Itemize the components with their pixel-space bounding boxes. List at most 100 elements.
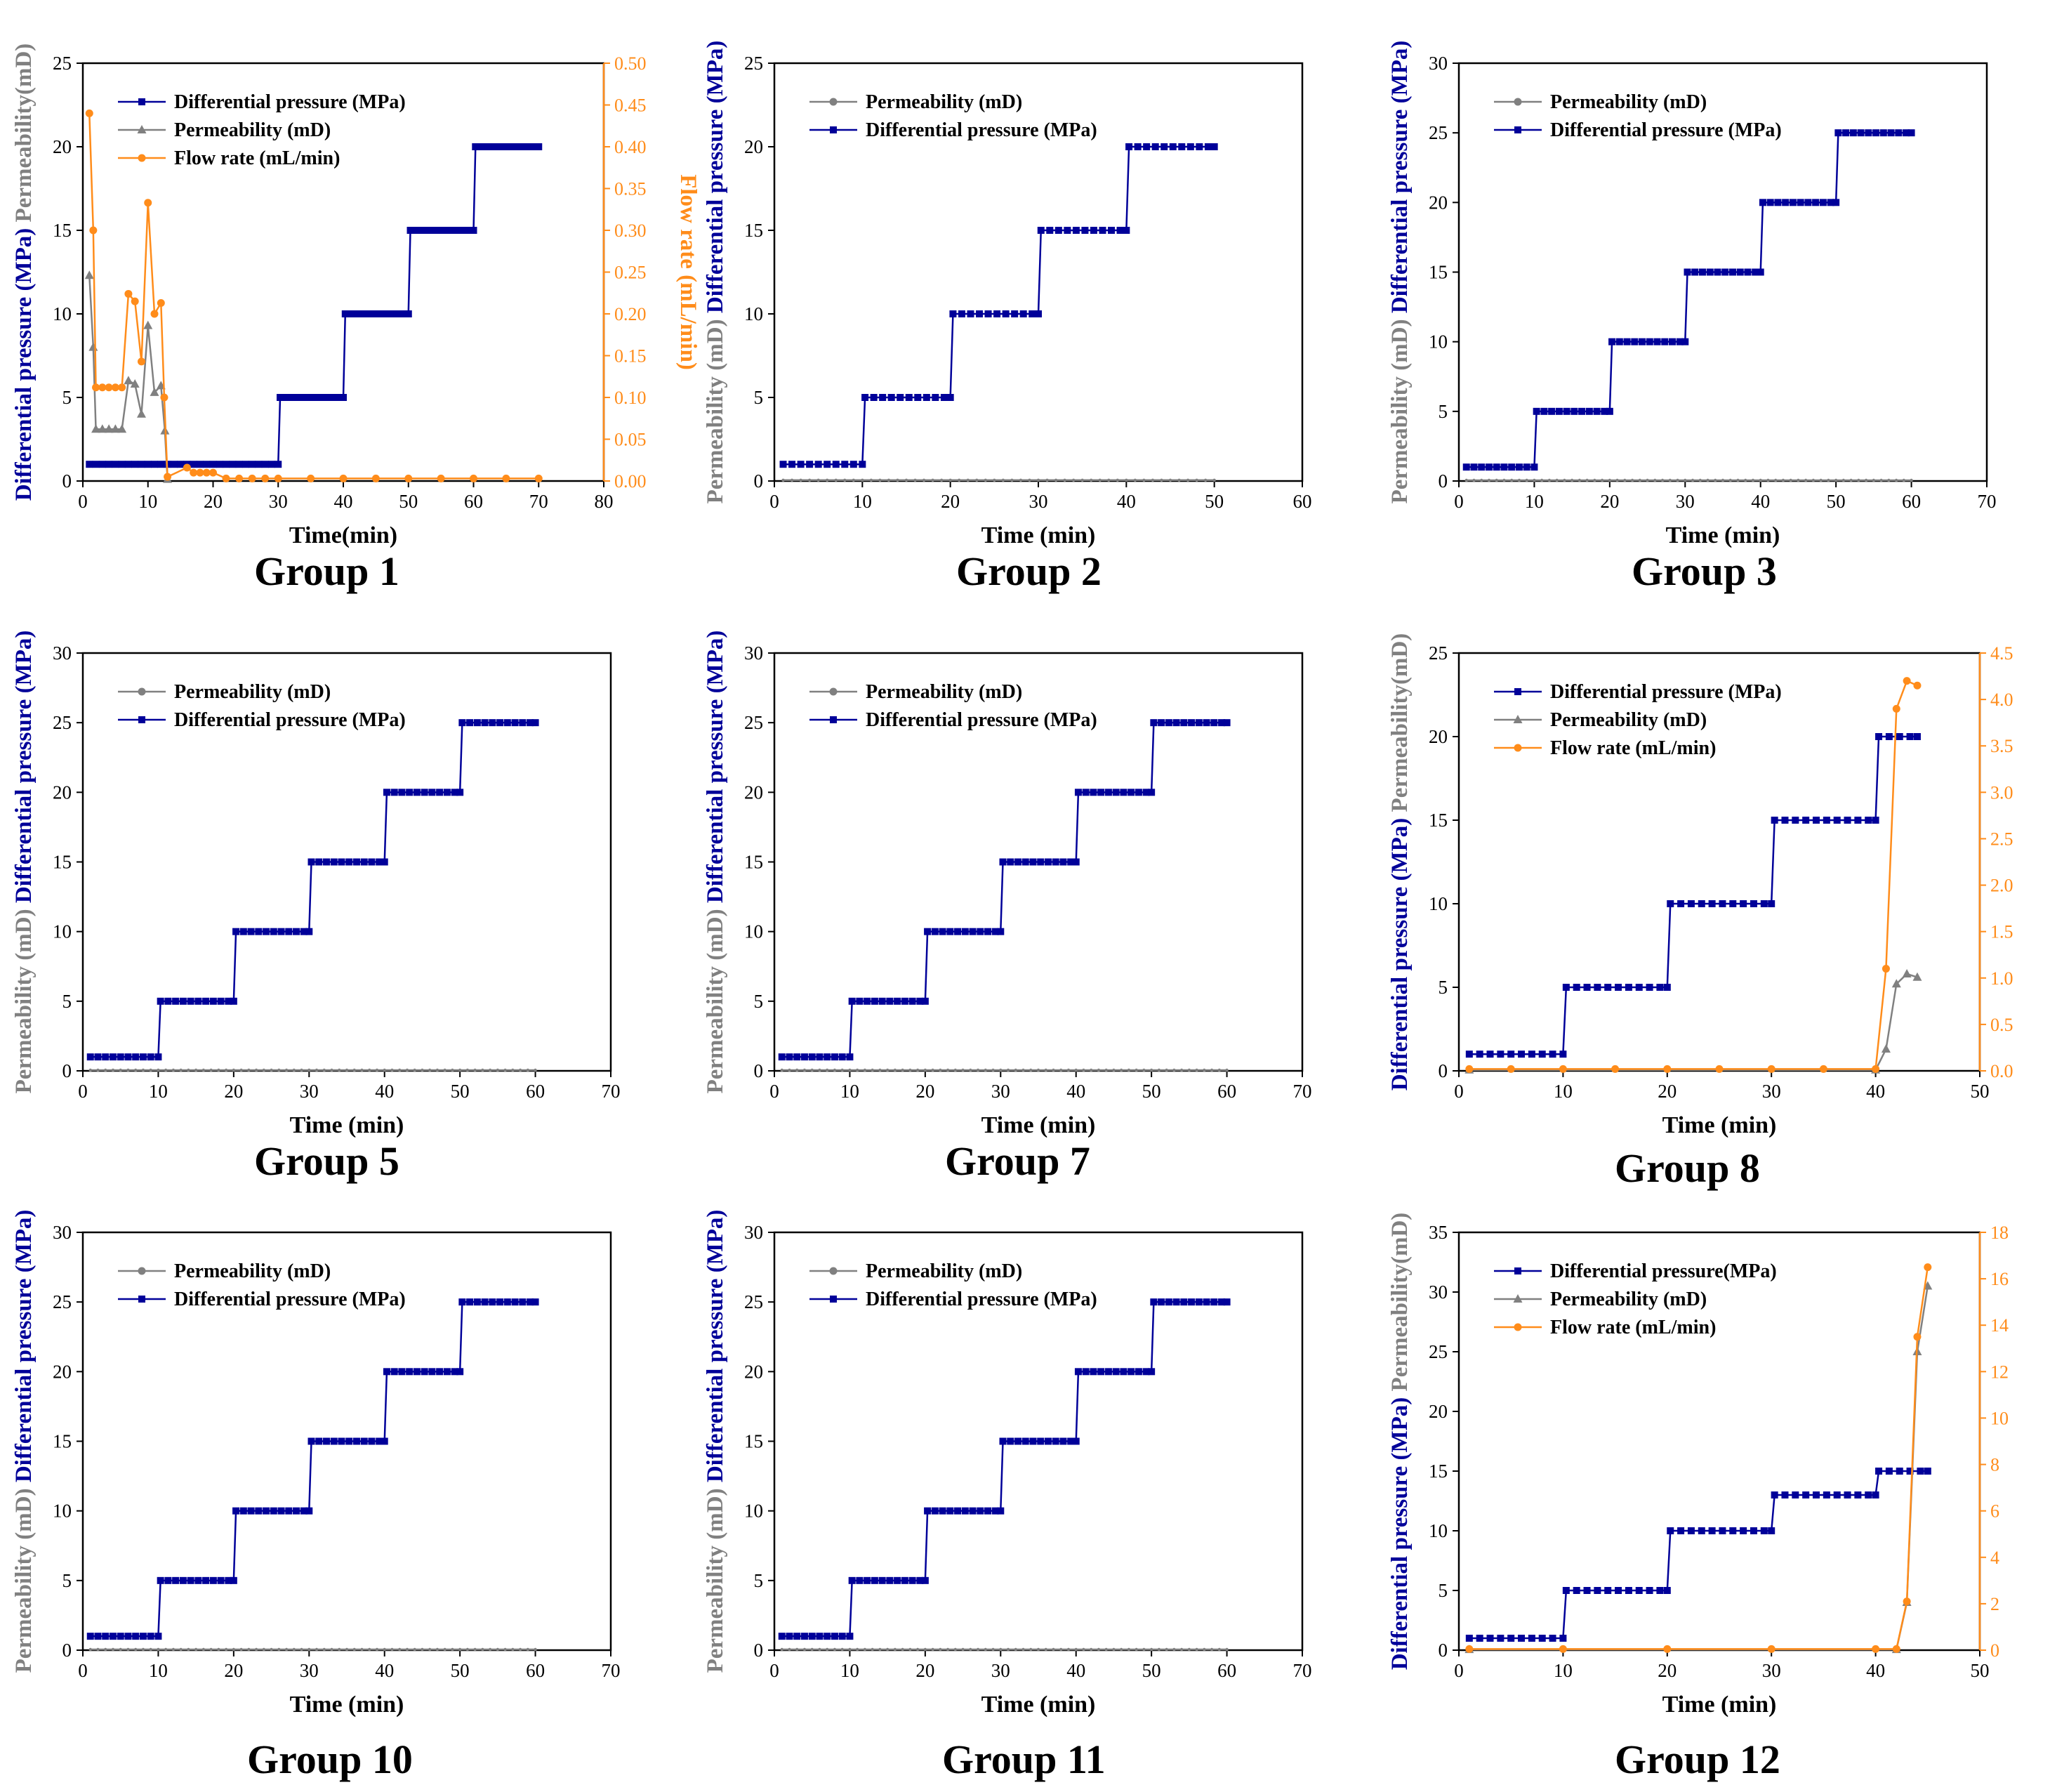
- data-point-dp: [1698, 900, 1705, 907]
- data-point-dp: [1523, 463, 1530, 471]
- data-point-dp: [1687, 900, 1695, 907]
- data-point-dp: [1188, 719, 1196, 727]
- data-point-dp: [387, 310, 395, 317]
- data-point-perm: [254, 1068, 258, 1072]
- data-point-dp: [216, 461, 223, 468]
- y-tick-label: 15: [53, 220, 72, 241]
- data-point-dp: [124, 1633, 132, 1640]
- data-point-dp: [1186, 143, 1194, 150]
- y-tick-label: 15: [744, 1431, 763, 1452]
- data-point-dp: [315, 394, 323, 401]
- x-tick-label: 30: [300, 1660, 319, 1681]
- data-point-dp: [1802, 817, 1810, 824]
- y-axis-label-part: Permeability(mD): [1387, 633, 1413, 818]
- data-point-dp: [916, 997, 924, 1005]
- data-point-perm: [247, 1647, 251, 1652]
- data-point-dp: [1476, 1050, 1483, 1058]
- data-point-dp: [1827, 199, 1834, 206]
- legend-label: Permeability (mD): [866, 681, 1022, 703]
- data-point-dp: [908, 997, 916, 1005]
- data-point-dp: [413, 1368, 421, 1376]
- data-point-dp: [517, 143, 525, 150]
- data-point-dp: [1887, 129, 1895, 137]
- x-tick-label: 60: [1293, 491, 1312, 512]
- data-point-dp: [793, 1633, 801, 1640]
- data-point-dp: [102, 1633, 110, 1640]
- x-tick-label: 20: [1658, 1081, 1677, 1102]
- data-point-perm: [315, 1068, 319, 1072]
- data-point-perm: [1540, 478, 1544, 482]
- legend-marker: [138, 687, 146, 696]
- legend-marker: [138, 716, 145, 723]
- data-point-dp: [92, 461, 100, 468]
- data-point-dp: [1667, 1527, 1674, 1534]
- data-point-dp: [511, 719, 519, 727]
- data-point-perm: [96, 1068, 100, 1072]
- data-point-perm: [1187, 1647, 1191, 1652]
- data-point-dp: [1538, 1050, 1546, 1058]
- y-tick-label: 10: [744, 921, 763, 942]
- data-point-dp: [931, 928, 939, 935]
- data-point-dp: [778, 1053, 786, 1061]
- data-point-dp: [1486, 1050, 1494, 1058]
- data-point-perm: [1225, 1068, 1229, 1072]
- x-tick-label: 20: [1658, 1660, 1677, 1681]
- legend-label: Flow rate (mL/min): [174, 147, 340, 169]
- data-point-dp: [239, 928, 247, 935]
- data-point-dp: [1090, 789, 1097, 796]
- data-point-perm: [345, 1068, 349, 1072]
- x-tick-label: 80: [595, 491, 614, 512]
- y-tick-label: 25: [53, 1291, 72, 1312]
- data-point-perm: [352, 1068, 356, 1072]
- data-point-dp: [1180, 719, 1188, 727]
- y-axis-label-part: Permeability (mD): [703, 319, 728, 503]
- data-point-dp: [1515, 463, 1523, 471]
- data-point-perm: [345, 1647, 349, 1652]
- data-point-dp: [1750, 900, 1757, 907]
- data-point-dp: [1064, 227, 1071, 234]
- x-tick-label: 20: [224, 1081, 243, 1102]
- data-point-dp: [939, 1507, 946, 1515]
- data-point-perm: [1142, 478, 1146, 482]
- y-tick-label: 25: [1429, 643, 1448, 664]
- data-point-perm: [1116, 478, 1119, 482]
- data-point-dp: [976, 310, 984, 317]
- data-point-dp: [267, 461, 275, 468]
- data-point-dp: [1646, 984, 1653, 991]
- data-point-dp: [1178, 143, 1186, 150]
- data-point-perm: [187, 1647, 190, 1652]
- data-point-dp: [1896, 1468, 1903, 1475]
- legend-label: Differential pressure (MPa): [866, 119, 1097, 141]
- data-point-perm: [352, 1647, 356, 1652]
- x-tick-label: 70: [1293, 1081, 1312, 1102]
- data-point-dp: [109, 1633, 117, 1640]
- data-point-dp: [308, 1437, 315, 1445]
- data-point-dp: [504, 143, 512, 150]
- data-point-dp: [1677, 1527, 1685, 1534]
- y-tick-label: 25: [53, 53, 72, 74]
- y-tick-label: 0: [754, 1640, 764, 1661]
- x-tick-label: 10: [1525, 491, 1544, 512]
- data-point-dp: [856, 997, 864, 1005]
- data-point-perm: [187, 1068, 190, 1072]
- data-point-perm: [939, 478, 944, 482]
- data-point-dp: [421, 1368, 428, 1376]
- data-point-perm: [534, 1647, 537, 1652]
- x-tick-label: 70: [1293, 1660, 1312, 1681]
- y-tick-label: 5: [754, 387, 764, 408]
- y-tick-label: 20: [744, 1361, 763, 1382]
- data-point-dp: [1533, 407, 1540, 415]
- y-axis-label: Permeability (mD) Differential pressure …: [703, 631, 728, 1094]
- data-point-dp: [535, 143, 543, 150]
- x-tick-label: 0: [1454, 491, 1464, 512]
- data-point-perm: [802, 1068, 807, 1072]
- series-line-dp: [90, 721, 536, 1058]
- data-point-dp: [432, 227, 440, 234]
- legend-label: Differential pressure (MPa): [174, 1289, 406, 1310]
- x-tick-label: 10: [1554, 1660, 1573, 1681]
- data-point-perm: [451, 1647, 454, 1652]
- legend-marker: [1514, 98, 1522, 106]
- data-point-perm: [481, 1647, 484, 1652]
- data-point-perm: [496, 1647, 500, 1652]
- data-point-perm: [1074, 1647, 1078, 1652]
